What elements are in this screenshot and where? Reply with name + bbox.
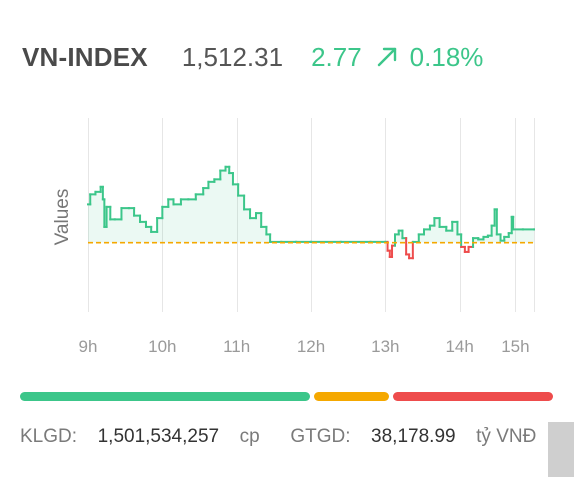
x-axis-ticks: 9h 10h 11h 12h 13h 14h 15h bbox=[79, 337, 530, 356]
x-tick-label: 11h bbox=[223, 337, 250, 356]
value-label: GTGD: bbox=[290, 426, 351, 447]
volume-value: 1,501,534,257 bbox=[97, 426, 220, 447]
declining-bar bbox=[393, 392, 553, 401]
chart-grid bbox=[88, 118, 535, 312]
index-change: 2.77 bbox=[311, 42, 362, 72]
x-tick-label: 15h bbox=[501, 337, 529, 356]
scrollbar-thumb[interactable] bbox=[548, 422, 574, 477]
chart-area-fill bbox=[88, 166, 534, 243]
x-tick-label: 9h bbox=[79, 337, 98, 356]
x-tick-label: 10h bbox=[148, 337, 176, 356]
advancing-bar bbox=[20, 392, 310, 401]
intraday-chart-svg: Values 9h 10h 11h 12h 13h 14h 15h bbox=[52, 118, 535, 356]
x-tick-label: 12h bbox=[297, 337, 325, 356]
arrow-up-right-icon bbox=[376, 46, 398, 68]
trading-stats: KLGD: 1,501,534,257 cp GTGD: 38,178.99 t… bbox=[20, 426, 536, 448]
intraday-chart: Values 9h 10h 11h 12h 13h 14h 15h bbox=[0, 110, 574, 370]
value-value: 38,178.99 bbox=[371, 426, 456, 447]
y-axis-label: Values bbox=[52, 189, 73, 246]
x-tick-label: 13h bbox=[371, 337, 399, 356]
unchanged-bar bbox=[314, 392, 389, 401]
volume-label: KLGD: bbox=[20, 426, 78, 447]
index-header: VN-INDEX 1,512.31 2.77 0.18% bbox=[22, 42, 483, 78]
index-change-percent: 0.18% bbox=[409, 42, 484, 72]
value-unit: tỷ VNĐ bbox=[476, 426, 537, 447]
volume-unit: cp bbox=[239, 426, 260, 447]
index-name: VN-INDEX bbox=[22, 42, 148, 72]
index-value: 1,512.31 bbox=[181, 42, 284, 72]
x-tick-label: 14h bbox=[445, 337, 473, 356]
